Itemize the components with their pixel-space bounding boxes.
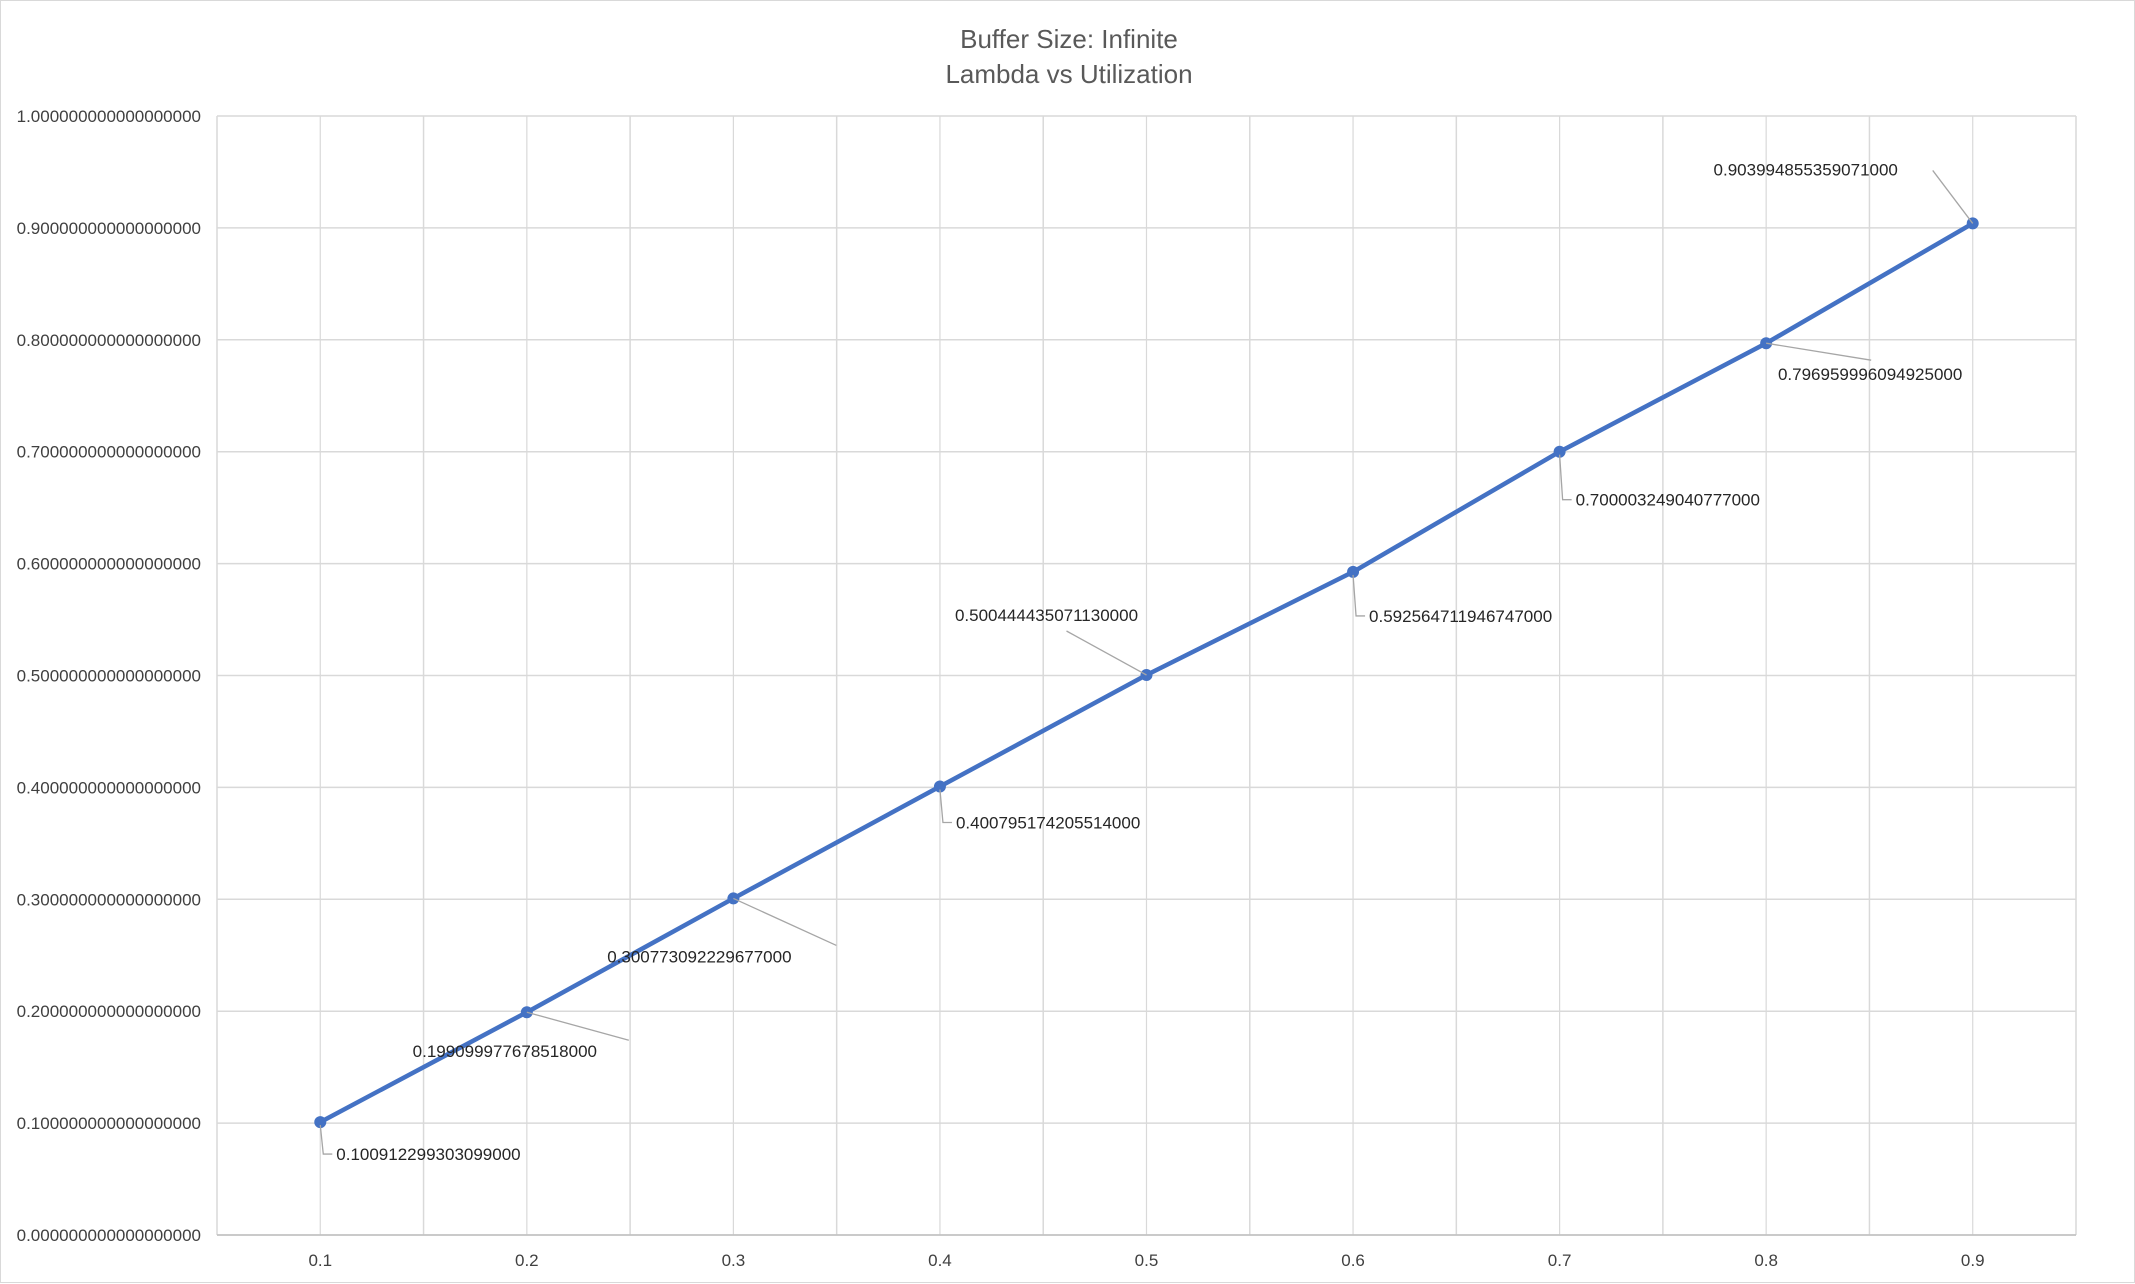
data-labels: 0.100912299303099000 0.199099977678518000… — [319, 160, 1974, 1164]
x-tick-label: 0.2 — [515, 1251, 539, 1270]
leader-line — [1932, 170, 1974, 224]
leader-line — [1766, 342, 1872, 361]
chart-subtitle: Lambda vs Utilization — [945, 59, 1192, 89]
y-tick-label: 0.400000000000000000 — [17, 778, 201, 797]
leader-line — [733, 897, 837, 947]
leader-line — [939, 789, 952, 824]
axes: 0.000000000000000000 0.100000000000000000… — [17, 107, 2076, 1270]
data-label: 0.100912299303099000 — [336, 1145, 520, 1164]
x-tick-label: 0.5 — [1135, 1251, 1159, 1270]
leader-line — [1066, 630, 1147, 676]
y-tick-label: 0.100000000000000000 — [17, 1114, 201, 1133]
gridlines — [217, 115, 2077, 1236]
y-tick-label: 0.700000000000000000 — [17, 443, 201, 462]
x-tick-label: 0.4 — [928, 1251, 952, 1270]
y-tick-label: 0.500000000000000000 — [17, 667, 201, 686]
data-label: 0.903994855359071000 — [1714, 160, 1898, 179]
data-label: 0.400795174205514000 — [956, 814, 1140, 833]
data-label: 0.796959996094925000 — [1778, 365, 1962, 384]
y-tick-label: 0.000000000000000000 — [17, 1226, 201, 1245]
data-label: 0.500444435071130000 — [955, 606, 1138, 625]
leader-line — [1352, 574, 1366, 617]
data-label: 0.592564711946747000 — [1369, 607, 1552, 626]
data-label: 0.700003249040777000 — [1576, 491, 1760, 510]
leader-line — [319, 1125, 333, 1155]
x-tick-label: 0.9 — [1961, 1251, 1985, 1270]
y-tick-label: 1.000000000000000000 — [17, 107, 201, 126]
y-tick-label: 0.300000000000000000 — [17, 890, 201, 909]
y-tick-label: 0.900000000000000000 — [17, 219, 201, 238]
y-tick-label: 0.800000000000000000 — [17, 331, 201, 350]
x-tick-label: 0.6 — [1341, 1251, 1365, 1270]
y-tick-label: 0.600000000000000000 — [17, 555, 201, 574]
leader-line — [1558, 454, 1572, 501]
x-tick-label: 0.3 — [722, 1251, 746, 1270]
y-tick-label: 0.200000000000000000 — [17, 1002, 201, 1021]
x-tick-label: 0.7 — [1548, 1251, 1572, 1270]
chart-title: Buffer Size: Infinite — [960, 24, 1178, 54]
leader-line — [526, 1011, 630, 1041]
x-tick-label: 0.1 — [308, 1251, 332, 1270]
data-label: 0.199099977678518000 — [413, 1042, 597, 1061]
x-tick-label: 0.8 — [1754, 1251, 1778, 1270]
data-label: 0.300773092229677000 — [607, 947, 791, 966]
